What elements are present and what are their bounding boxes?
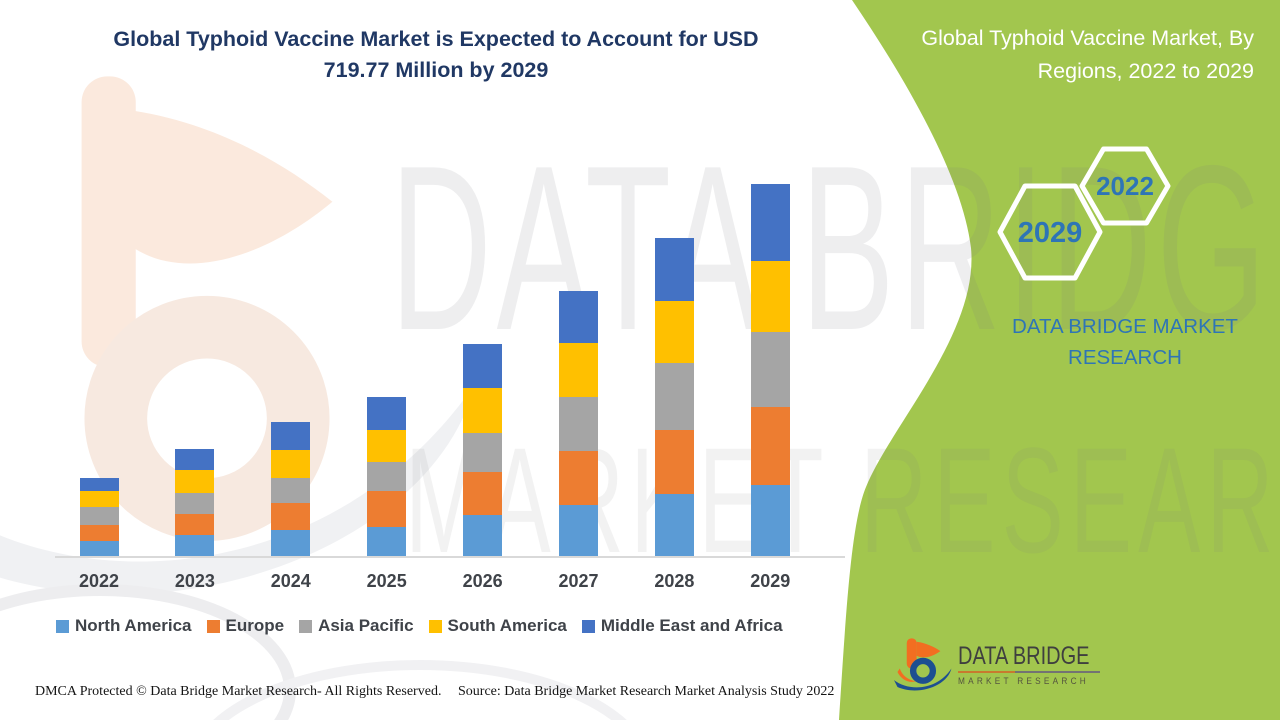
x-axis: 2022 2023 2024 2025 2026 2027 2028 2029 xyxy=(55,571,845,597)
legend-label: Europe xyxy=(225,616,285,635)
legend-item: Europe xyxy=(206,616,285,636)
bar-segment xyxy=(175,449,215,470)
panel-title: Global Typhoid Vaccine Market, By Region… xyxy=(900,22,1266,88)
bar-segment xyxy=(559,505,598,556)
bar-segment xyxy=(79,540,119,556)
x-axis-label: 2023 xyxy=(174,571,215,591)
bar-2029 xyxy=(750,184,790,556)
bar-segment xyxy=(271,422,311,450)
x-axis-label: 2024 xyxy=(270,571,311,591)
legend-label: Middle East and Africa xyxy=(600,616,783,635)
bar-segment xyxy=(654,362,694,431)
page-title-line1: Global Typhoid Vaccine Market is Expecte… xyxy=(113,27,759,51)
bar-segment xyxy=(654,238,694,302)
bar-segment xyxy=(79,525,119,541)
x-axis-label: 2028 xyxy=(654,571,695,591)
x-axis-label: 2027 xyxy=(558,571,599,591)
legend-label: Asia Pacific xyxy=(318,616,414,635)
bar-segment xyxy=(559,342,598,398)
bar-segment xyxy=(79,490,119,508)
legend-item: South America xyxy=(428,616,567,636)
bar-segment xyxy=(750,261,790,333)
legend-item: North America xyxy=(56,616,192,636)
panel-title-line1: Global Typhoid Vaccine Market, By xyxy=(921,26,1254,50)
bar-segment xyxy=(271,502,311,531)
x-axis-label: 2026 xyxy=(462,571,503,591)
bar-segment xyxy=(463,432,503,473)
bar-segment xyxy=(654,430,694,494)
brand-text-line2: RESEARCH xyxy=(1068,346,1182,369)
hexagon-2029-label: 2029 xyxy=(1018,217,1083,249)
page-title-line2: 719.77 Million by 2029 xyxy=(323,58,549,82)
bar-segment xyxy=(750,484,790,556)
logo-wordmark: DATA BRIDGE xyxy=(958,642,1090,670)
bar-segment xyxy=(463,472,503,516)
bar-segment xyxy=(175,535,215,556)
x-axis-label: 2029 xyxy=(750,571,791,591)
legend: North America Europe Asia Pacific South Ame… xyxy=(56,616,783,636)
bar-segment xyxy=(559,290,598,343)
bar-segment xyxy=(79,477,119,491)
bar-segment xyxy=(271,478,311,503)
logo-subtext: MARKET RESEARCH xyxy=(958,676,1089,686)
bar-segment xyxy=(367,461,407,491)
bar-segment xyxy=(559,397,598,451)
logo-rule xyxy=(958,671,1100,673)
legend-label: North America xyxy=(75,616,192,635)
bar-2026 xyxy=(463,343,503,556)
bar-segment xyxy=(367,430,407,462)
bar-segment xyxy=(750,184,790,262)
x-axis-label: 2025 xyxy=(366,571,407,591)
databridge-logo: DATA BRIDGE MARKET RESEARCH xyxy=(894,633,1104,697)
bar-segment xyxy=(750,332,790,407)
legend-swatch-icon xyxy=(206,619,220,633)
bar-segment xyxy=(367,526,407,556)
bar-segment xyxy=(175,513,215,536)
bar-2022 xyxy=(79,477,119,556)
footer-dmca: DMCA Protected © Data Bridge Market Rese… xyxy=(35,684,442,699)
brand-text: DATA BRIDGE MARKET RESEARCH xyxy=(985,311,1265,373)
bar-segment xyxy=(271,530,311,556)
legend-label: South America xyxy=(447,616,567,635)
footer-source: Source: Data Bridge Market Research Mark… xyxy=(458,684,835,699)
page-title: Global Typhoid Vaccine Market is Expecte… xyxy=(80,24,792,86)
databridge-logo-icon xyxy=(894,638,952,691)
bar-segment xyxy=(463,515,503,556)
logo-text: DATA BRIDGE MARKET RESEARCH xyxy=(958,633,1104,686)
panel-title-line2: Regions, 2022 to 2029 xyxy=(1037,59,1254,83)
bar-segment xyxy=(271,449,311,479)
bar-2028 xyxy=(654,238,694,556)
legend-item: Middle East and Africa xyxy=(581,616,783,636)
hexagon-2022-label: 2022 xyxy=(1096,171,1154,201)
bar-segment xyxy=(79,507,119,525)
bar-2027 xyxy=(559,290,598,556)
legend-item: Asia Pacific xyxy=(299,616,414,636)
bar-segment xyxy=(559,450,598,506)
bar-segment xyxy=(750,406,790,485)
bar-segment xyxy=(654,493,694,556)
bar-segment xyxy=(463,387,503,433)
bar-segment xyxy=(367,490,407,527)
bar-2023 xyxy=(175,449,215,556)
legend-swatch-icon xyxy=(299,619,313,633)
bar-2025 xyxy=(367,397,407,556)
bar-segment xyxy=(654,301,694,363)
x-axis-label: 2022 xyxy=(78,571,120,591)
bar-2024 xyxy=(271,422,311,556)
plot-area xyxy=(55,160,845,558)
bar-segment xyxy=(175,492,215,514)
bar-segment xyxy=(463,343,503,388)
x-axis-line xyxy=(55,556,845,558)
bar-segment xyxy=(367,397,407,431)
legend-swatch-icon xyxy=(428,619,442,633)
hexagon-2029-icon xyxy=(997,183,1103,281)
legend-swatch-icon xyxy=(56,619,69,633)
legend-swatch-icon xyxy=(581,619,595,633)
bar-segment xyxy=(175,469,215,493)
brand-text-line1: DATA BRIDGE MARKET xyxy=(1012,315,1238,338)
hexagon-2022-icon xyxy=(1079,146,1171,226)
